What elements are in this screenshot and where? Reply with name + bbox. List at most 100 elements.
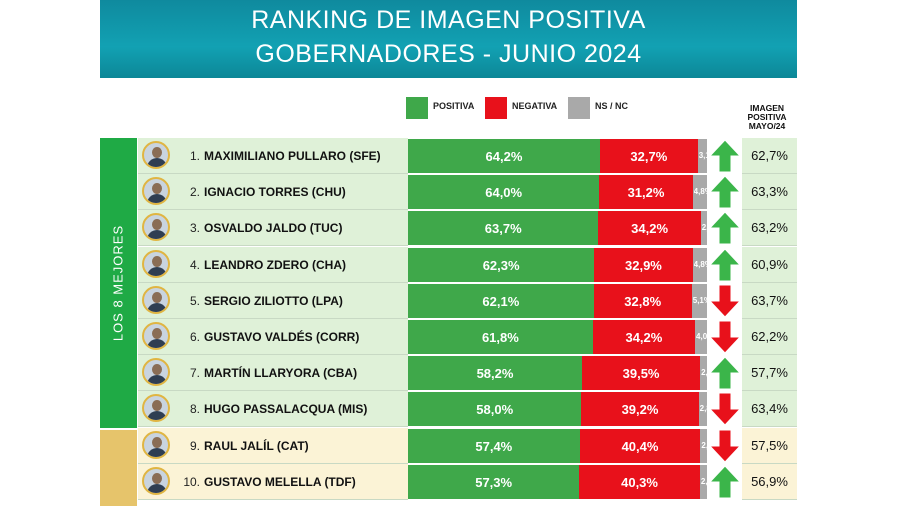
trend-cell bbox=[707, 247, 743, 283]
bar-negative-label: 39,2% bbox=[621, 402, 659, 418]
trend-arrow-shape bbox=[708, 465, 742, 499]
avatar-head bbox=[152, 183, 162, 195]
trend-arrow-shape bbox=[708, 284, 742, 318]
bar-positive-label: 61,8% bbox=[481, 330, 519, 345]
avatar-body bbox=[147, 302, 167, 312]
arrow-up-icon bbox=[708, 356, 742, 390]
rank-number: 1. bbox=[189, 149, 200, 163]
bar-positive-label: 58,0% bbox=[476, 402, 514, 418]
avatar-head bbox=[152, 472, 162, 484]
bar-positive-label: 63,7% bbox=[484, 221, 522, 237]
table-row: 6. GUSTAVO VALDÉS (CORR) 61,8% 34,2% 4,0% 62,… bbox=[138, 319, 797, 355]
previous-value: 60,9% bbox=[751, 256, 788, 272]
bar-negative bbox=[579, 464, 700, 499]
ranking-panel: RANKING DE IMAGEN POSITIVA GOBERNADORES … bbox=[100, 0, 797, 506]
name-cell: 8. HUGO PASSALACQUA (MIS) bbox=[138, 391, 408, 428]
bar-ns-label: 2,4% bbox=[700, 476, 707, 486]
bar-negative-label: 39,5% bbox=[622, 366, 660, 382]
legend-ns-label: NS / NC bbox=[595, 101, 629, 111]
arrow-down-icon bbox=[708, 429, 742, 463]
trend-arrow-shape bbox=[708, 211, 742, 245]
bar-positive-label: 64,2% bbox=[485, 149, 523, 164]
bar-positive-label: 62,1% bbox=[482, 293, 520, 309]
bar-negative-label: 32,9% bbox=[625, 257, 662, 273]
governor-name: OSVALDO JALDO (TUC) bbox=[204, 221, 343, 236]
bar-ns bbox=[692, 247, 707, 282]
table-row: 5. SERGIO ZILIOTTO (LPA) 62,1% 32,8% 5,1% 63,… bbox=[138, 282, 797, 319]
governor-name: IGNACIO TORRES (CHU) bbox=[204, 185, 346, 200]
bar-ns bbox=[700, 428, 707, 463]
name-cell: 2. IGNACIO TORRES (CHU) bbox=[138, 174, 408, 211]
trend-cell bbox=[707, 174, 743, 210]
bar-ns-label: 5,1% bbox=[692, 295, 707, 305]
trend-cell bbox=[707, 138, 743, 174]
bar-positive-label: 64,0% bbox=[485, 185, 523, 201]
avatar-body bbox=[147, 375, 167, 385]
bar-ns bbox=[699, 464, 707, 499]
bar-ns-label: 2,8% bbox=[699, 404, 707, 414]
avatar-head bbox=[152, 147, 162, 158]
previous-image-header: IMAGEN POSITIVA MAYO/24 bbox=[747, 103, 787, 131]
bar-ns-label: 4,8% bbox=[693, 259, 707, 269]
bar-positive-label: 57,4% bbox=[475, 438, 513, 454]
avatar-head bbox=[152, 364, 162, 376]
governor-name: GUSTAVO VALDÉS (CORR) bbox=[204, 330, 360, 344]
table-row: 8. HUGO PASSALACQUA (MIS) 58,0% 39,2% 2,8% 63… bbox=[138, 391, 797, 428]
name-cell: 6. GUSTAVO VALDÉS (CORR) bbox=[138, 319, 408, 355]
bar-positive bbox=[408, 392, 582, 427]
bar-negative bbox=[579, 428, 701, 463]
bar-positive bbox=[408, 247, 595, 282]
bar-ns bbox=[698, 392, 707, 427]
bar-negative-label: 40,4% bbox=[621, 438, 659, 454]
bar-negative-label: 32,8% bbox=[624, 293, 662, 309]
name-cell: 5. SERGIO ZILIOTTO (LPA) bbox=[138, 282, 408, 319]
trend-cell bbox=[707, 355, 743, 391]
name-cell: 4. LEANDRO ZDERO (CHA) bbox=[138, 246, 408, 283]
arrow-down-icon bbox=[708, 284, 742, 318]
bar-negative-label: 34,2% bbox=[625, 330, 663, 345]
trend-arrow-shape bbox=[708, 429, 742, 463]
governor-name: RAUL JALÍL (CAT) bbox=[204, 438, 309, 453]
previous-value-cell: 56,9% bbox=[742, 463, 797, 500]
bar-positive bbox=[408, 211, 599, 246]
trend-cell bbox=[707, 464, 743, 500]
chart-title-line-1: RANKING DE IMAGEN POSITIVA bbox=[251, 6, 646, 34]
bar-positive bbox=[408, 283, 594, 318]
avatar bbox=[142, 394, 170, 423]
arrow-down-icon bbox=[708, 320, 742, 354]
header-banner: RANKING DE IMAGEN POSITIVA GOBERNADORES … bbox=[100, 0, 797, 78]
governor-name: MAXIMILIANO PULLARO (SFE) bbox=[204, 149, 381, 163]
governor-name: SERGIO ZILIOTTO (LPA) bbox=[204, 293, 343, 308]
trend-cell bbox=[707, 319, 743, 355]
avatar-body bbox=[147, 230, 167, 240]
avatar bbox=[142, 285, 170, 314]
bar-negative-label: 32,7% bbox=[630, 149, 668, 164]
name-cell: 1. MAXIMILIANO PULLARO (SFE) bbox=[138, 138, 408, 174]
bar-positive bbox=[408, 428, 580, 463]
bar-ns-label: 3,1% bbox=[698, 151, 707, 160]
bar-negative bbox=[582, 356, 701, 391]
table-row: 10. GUSTAVO MELELLA (TDF) 57,3% 40,3% 2,4% 56… bbox=[138, 463, 797, 500]
avatar-head bbox=[152, 255, 162, 267]
bar-positive bbox=[408, 175, 600, 210]
arrow-up-icon bbox=[708, 465, 742, 499]
avatar bbox=[142, 213, 170, 242]
rank-number: 4. bbox=[189, 257, 200, 272]
bar-ns-label: 2,1% bbox=[701, 223, 707, 233]
governor-name: HUGO PASSALACQUA (MIS) bbox=[204, 402, 368, 417]
arrow-up-icon bbox=[708, 211, 742, 245]
previous-value: 63,7% bbox=[751, 292, 788, 308]
avatar-head bbox=[152, 400, 162, 412]
rank-number: 8. bbox=[189, 402, 200, 417]
governor-name: GUSTAVO MELELLA (TDF) bbox=[204, 474, 356, 489]
table-row: 9. RAUL JALÍL (CAT) 57,4% 40,4% 2,2% 57,5% bbox=[138, 427, 797, 464]
group-band-second bbox=[100, 430, 137, 506]
previous-value-cell: 63,4% bbox=[742, 391, 797, 428]
table-row: 1. MAXIMILIANO PULLARO (SFE) 64,2% 32,7% 3,1… bbox=[138, 138, 797, 174]
bar-ns bbox=[692, 175, 707, 210]
avatar bbox=[142, 358, 170, 387]
rank-number: 5. bbox=[189, 293, 200, 308]
trend-cell bbox=[707, 283, 743, 319]
table-row: 7. MARTÍN LLARYORA (CBA) 58,2% 39,5% 2,3% 57,… bbox=[138, 355, 797, 392]
bar-ns bbox=[691, 283, 707, 318]
